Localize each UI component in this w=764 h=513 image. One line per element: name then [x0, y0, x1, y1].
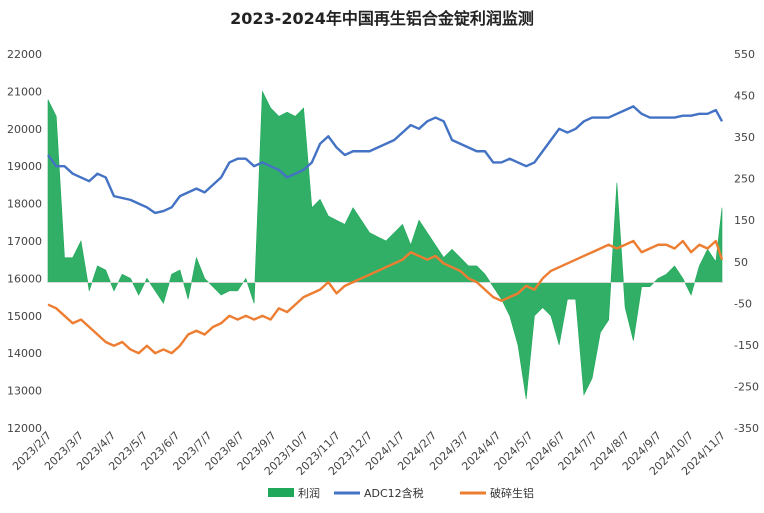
chart-title: 2023-2024年中国再生铝合金锭利润监测: [230, 9, 534, 28]
left-tick-label: 18000: [7, 198, 42, 211]
line-layer: [47, 105, 724, 355]
left-tick-label: 15000: [7, 310, 42, 323]
left-tick-label: 14000: [7, 347, 42, 360]
right-tick-label: 150: [734, 214, 755, 227]
legend-swatch-profit: [268, 488, 294, 497]
left-tick-label: 12000: [7, 422, 42, 435]
legend: 利润 ADC12含税 破碎生铝: [268, 486, 534, 500]
right-tick-label: 250: [734, 173, 755, 186]
left-tick-label: 16000: [7, 272, 42, 285]
left-tick-label: 19000: [7, 160, 42, 173]
adc12-line: [47, 105, 724, 215]
right-tick-label: 350: [734, 131, 755, 144]
right-tick-label: -250: [734, 380, 759, 393]
x-axis-ticks: 2023/2/72023/3/72023/4/72023/5/72023/6/7…: [10, 429, 728, 478]
legend-label: 利润: [298, 486, 320, 500]
right-tick-label: 50: [734, 256, 748, 269]
profit-area: [47, 91, 723, 399]
right-tick-label: -50: [734, 297, 752, 310]
legend-label: 破碎生铝: [490, 486, 534, 500]
left-axis-ticks: 12000 13000 14000 15000 16000 17000 18000 19000…: [7, 48, 42, 435]
right-tick-label: -150: [734, 339, 759, 352]
left-tick-label: 13000: [7, 385, 42, 398]
scrap-aluminum-line: [47, 239, 724, 355]
left-tick-label: 17000: [7, 235, 42, 248]
right-tick-label: 450: [734, 90, 755, 103]
left-tick-label: 21000: [7, 85, 42, 98]
profit-area-layer: [47, 91, 723, 399]
legend-label: ADC12含税: [364, 486, 424, 500]
left-tick-label: 22000: [7, 48, 42, 61]
right-tick-label: 550: [734, 48, 755, 61]
left-tick-label: 20000: [7, 123, 42, 136]
right-tick-label: -350: [734, 422, 759, 435]
right-axis-ticks: -350 -250 -150 -50 50 150 250 350 450 550: [734, 48, 759, 435]
